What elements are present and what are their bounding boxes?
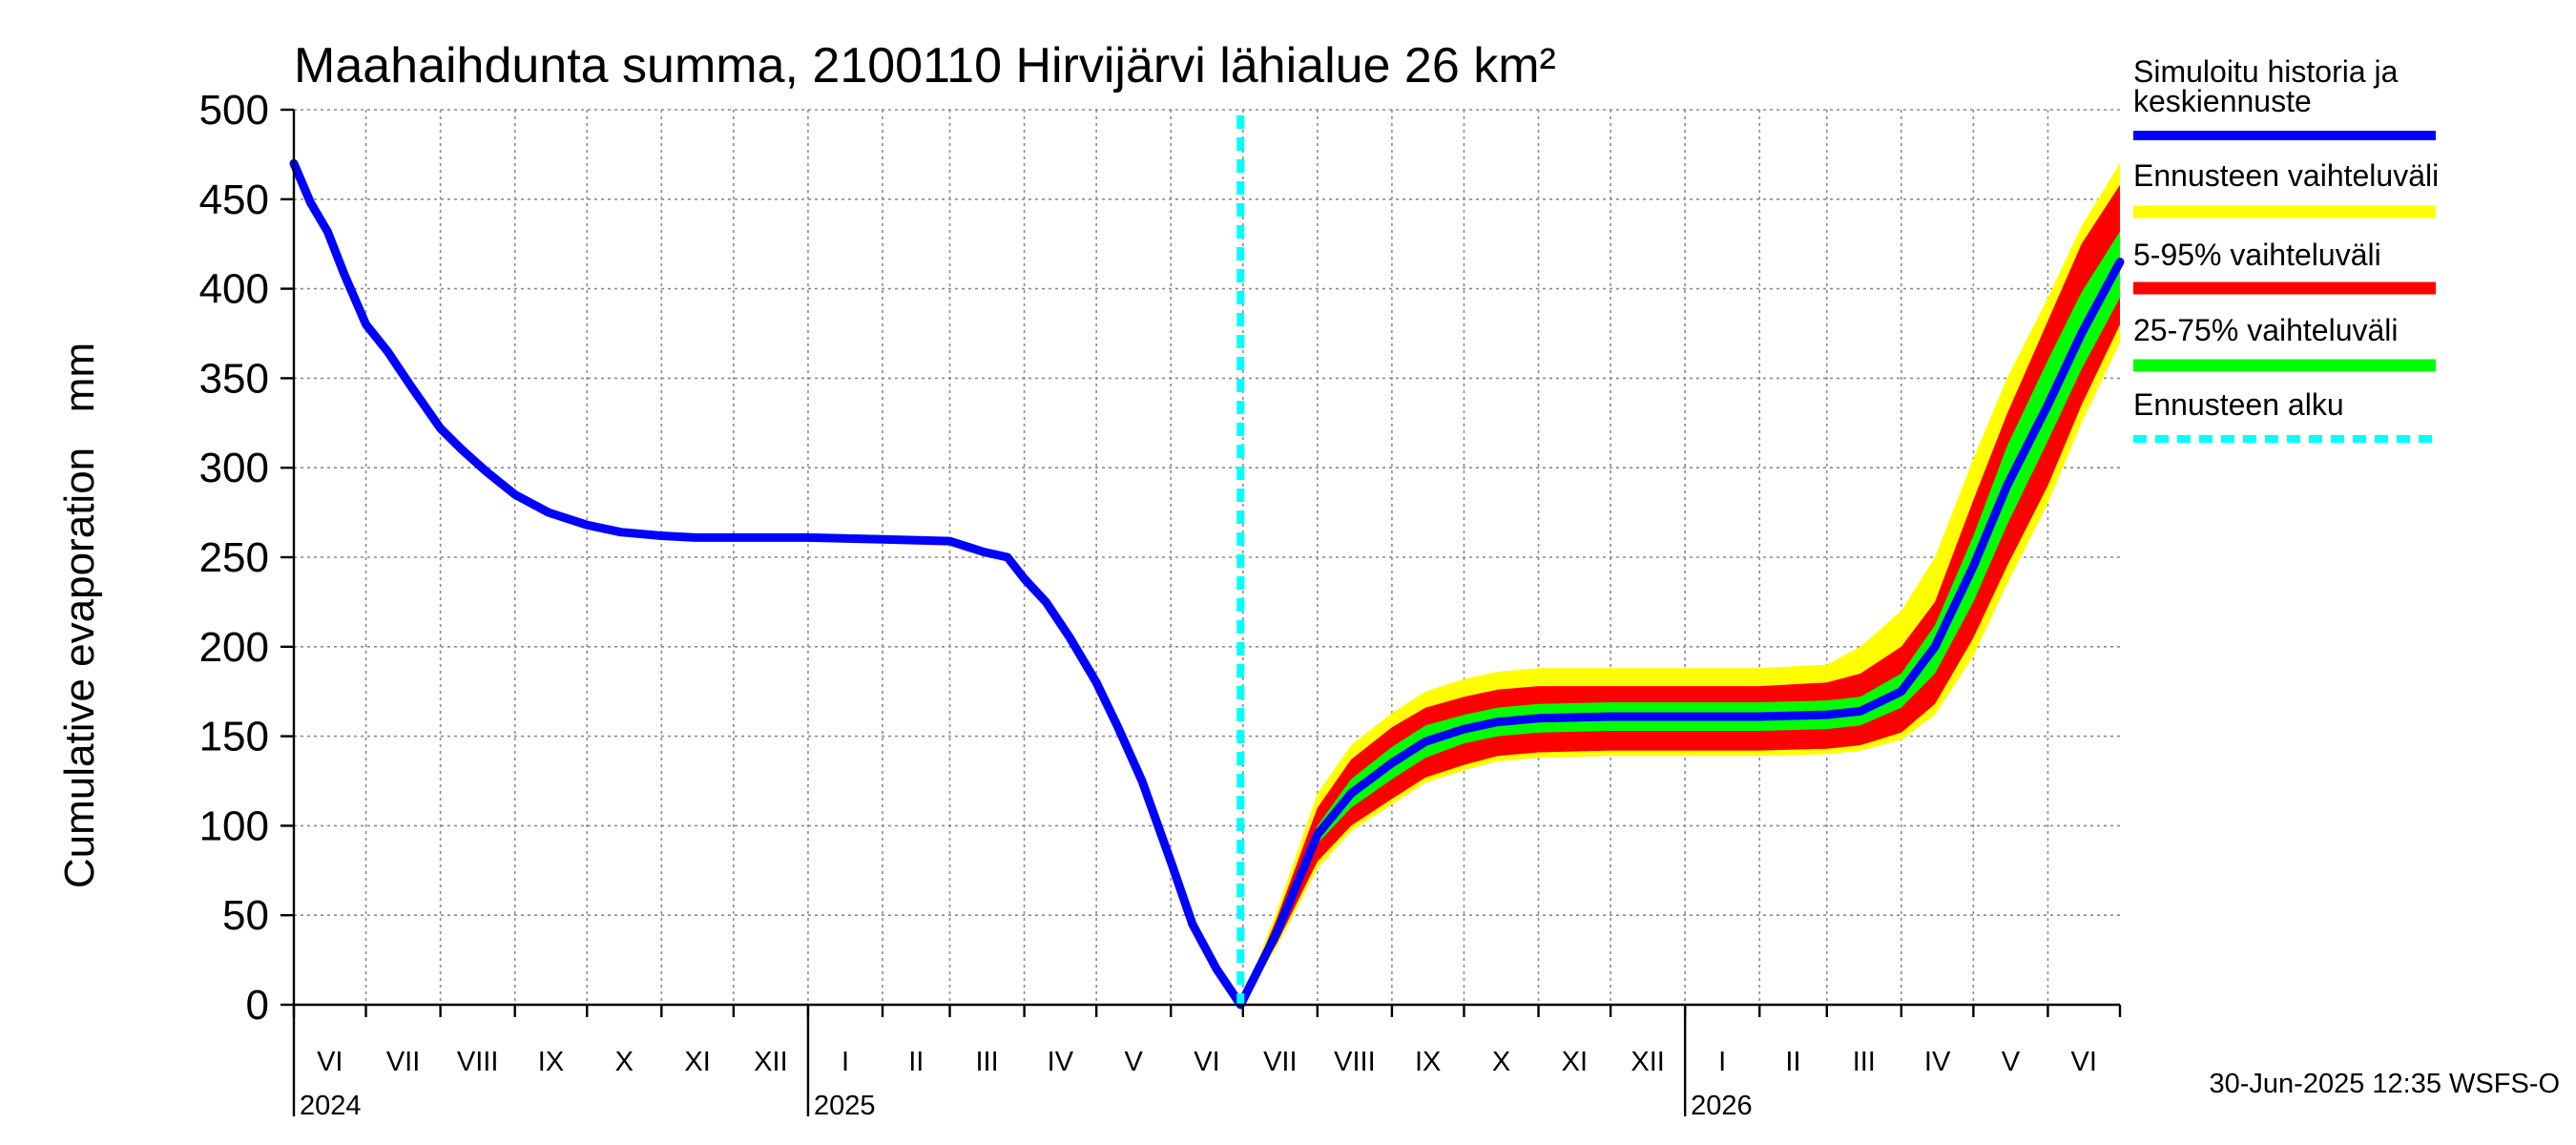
y-tick-label: 100: [199, 802, 269, 849]
x-tick-label-month: XII: [754, 1047, 787, 1077]
chart-title: Maahaihdunta summa, 2100110 Hirvijärvi l…: [294, 38, 1556, 94]
x-tick-label-month: VII: [1263, 1047, 1297, 1077]
band-5-95: [1240, 184, 2120, 1006]
x-tick-label-month: XII: [1631, 1047, 1664, 1077]
y-tick-label: 150: [199, 714, 269, 760]
legend-label-25-75: 25-75% vaihteluväli: [2133, 313, 2399, 347]
x-tick-label-month: VI: [2071, 1047, 2097, 1077]
y-tick-label: 0: [246, 982, 269, 1029]
series-history-line: [289, 158, 1245, 1010]
y-tick-label: 500: [199, 87, 269, 134]
x-tick-label-month: II: [1785, 1047, 1800, 1077]
x-tick-label-month: XI: [1562, 1047, 1588, 1077]
legend-label-forecast-range: Ennusteen vaihteluväli: [2133, 158, 2439, 193]
x-tick-label-month: II: [908, 1047, 924, 1077]
x-tick-label-month: VIII: [1334, 1047, 1376, 1077]
x-tick-label-month: XI: [684, 1047, 710, 1077]
legend-label-history: Simuloitu historia ja: [2133, 54, 2399, 89]
legend-label-5-95: 5-95% vaihteluväli: [2133, 238, 2381, 272]
y-tick-label: 350: [199, 355, 269, 402]
x-tick-label-month: VII: [386, 1047, 420, 1077]
legend-label-forecast-start: Ennusteen alku: [2133, 387, 2344, 422]
x-tick-label-month: III: [1853, 1047, 1876, 1077]
y-tick-label: 50: [222, 892, 269, 939]
x-tick-label-month: VIII: [457, 1047, 499, 1077]
footer-timestamp: 30-Jun-2025 12:35 WSFS-O: [2209, 1069, 2560, 1099]
x-tick-label-month: I: [1718, 1047, 1726, 1077]
y-axis-label: Cumulative evaporation mm: [56, 343, 103, 888]
x-tick-label-month: V: [1125, 1047, 1144, 1077]
x-tick-label-month: III: [975, 1047, 998, 1077]
x-tick-label-year: 2025: [814, 1091, 876, 1121]
x-tick-label-month: V: [2002, 1047, 2021, 1077]
x-tick-label-month: X: [1492, 1047, 1510, 1077]
x-tick-label-month: I: [841, 1047, 849, 1077]
y-tick-label: 200: [199, 624, 269, 671]
legend-label-history-line2: keskiennuste: [2133, 84, 2312, 118]
x-tick-label-month: IV: [1048, 1047, 1074, 1077]
plot-area: [289, 115, 2125, 1010]
x-tick-label-month: IV: [1924, 1047, 1951, 1077]
x-tick-label-year: 2024: [300, 1091, 362, 1121]
x-tick-label-month: VI: [317, 1047, 343, 1077]
x-tick-label-month: X: [615, 1047, 634, 1077]
x-tick-label-year: 2026: [1691, 1091, 1753, 1121]
y-tick-label: 400: [199, 266, 269, 313]
series-median-forecast-line: [1236, 258, 2125, 1010]
y-tick-label: 450: [199, 177, 269, 223]
x-tick-label-month: IX: [1415, 1047, 1441, 1077]
y-tick-label: 250: [199, 534, 269, 581]
x-tick-label-month: VI: [1194, 1047, 1219, 1077]
x-tick-label-month: IX: [538, 1047, 564, 1077]
grid: [294, 109, 2120, 1005]
y-tick-label: 300: [199, 445, 269, 491]
